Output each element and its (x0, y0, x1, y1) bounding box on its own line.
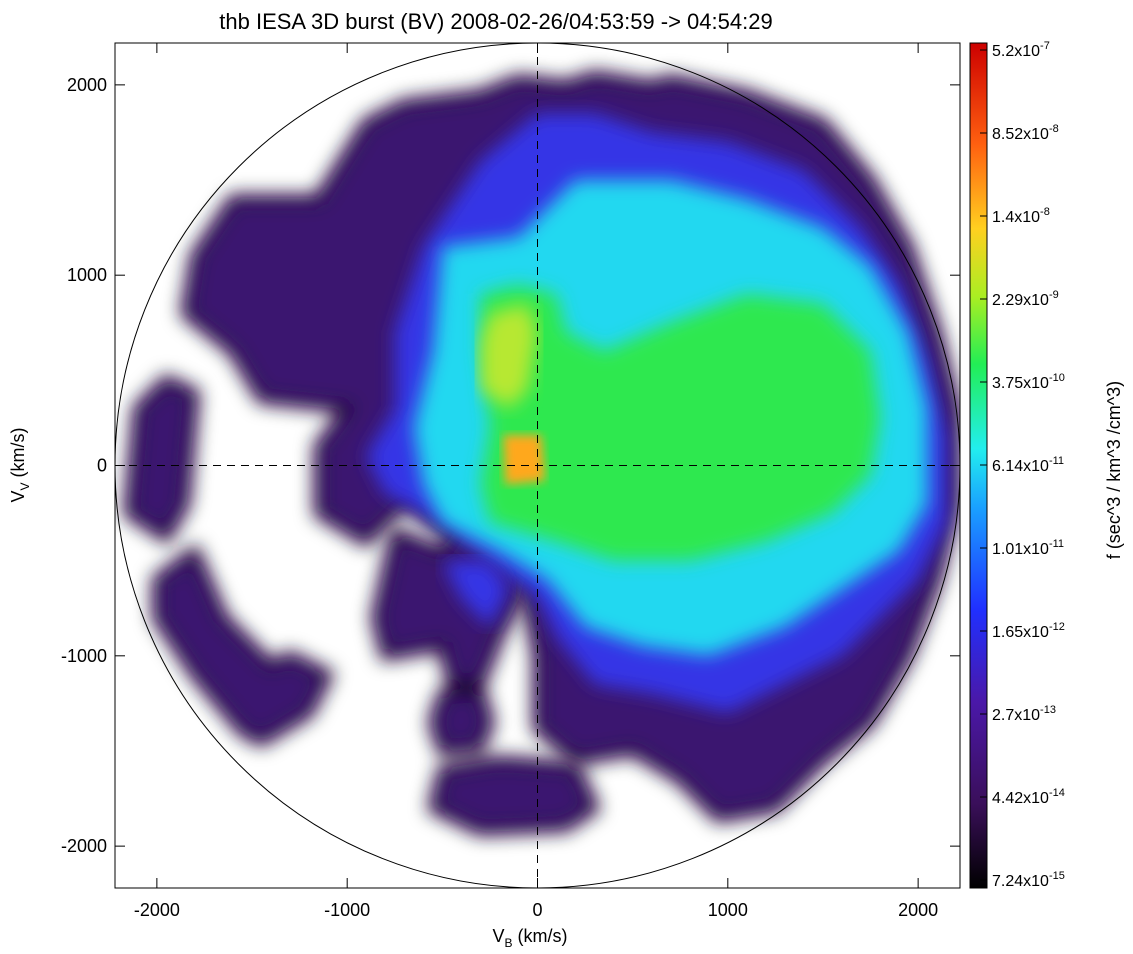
region-purple-1-shape-2 (426, 755, 601, 836)
y-tick-label: 2000 (67, 75, 107, 95)
y-tick-label: -2000 (61, 836, 107, 856)
x-axis-label: VB (km/s) (492, 926, 567, 950)
x-axis-label-unit: (km/s) (513, 926, 568, 946)
colorbar-tick-label: 1.65x10-12 (992, 621, 1065, 641)
plot-area (115, 43, 960, 888)
y-tick-label: 1000 (67, 265, 107, 285)
region-blue-3-shape-0 (442, 560, 509, 628)
y-tick-label: 0 (97, 456, 107, 476)
colorbar-tick-label: 3.75x10-10 (992, 372, 1065, 392)
x-tick-label: -1000 (324, 900, 370, 920)
region-yellowgreen-6 (480, 303, 538, 409)
y-axis-label-main: V (8, 490, 28, 502)
colorbar-tick-label: 4.42x10-14 (992, 787, 1065, 807)
x-tick-label: 1000 (708, 900, 748, 920)
region-yellowgreen-6-shape-0 (480, 303, 538, 409)
colorbar-tick-label: 2.29x10-9 (992, 289, 1059, 309)
colorbar-ticks: 5.2x10-7 8.52x10-8 1.4x10-8 2.29x10-9 3.75x1… (980, 40, 1065, 890)
region-orange-7-shape-0 (503, 435, 546, 485)
x-tick-label: 0 (532, 900, 542, 920)
axes: -2000 -1000 0 1000 2000 -2000 -1000 0 1000 2000 (61, 43, 960, 920)
region-purple-1-shape-4 (151, 543, 335, 748)
y-axis-label-sub: V (18, 482, 32, 490)
region-purple-1-shape-1 (427, 684, 496, 757)
colorbar-tick-label: 8.52x10-8 (992, 123, 1059, 143)
region-orange-7 (503, 435, 546, 485)
region-green-5 (480, 284, 881, 561)
colorbar-tick-label: 7.24x10-15 (992, 870, 1065, 890)
y-axis-label: VV (km/s) (8, 427, 32, 502)
region-purple-1-shape-3 (123, 373, 201, 545)
x-axis-label-sub: B (505, 936, 513, 950)
x-tick-label: -2000 (134, 900, 180, 920)
y-tick-label: -1000 (61, 646, 107, 666)
chart-title: thb IESA 3D burst (BV) 2008-02-26/04:53:… (219, 9, 772, 34)
colorbar-tick-label: 6.14x10-11 (992, 455, 1064, 475)
colorbar-tick-label: 1.4x10-8 (992, 206, 1050, 226)
colorbar-tick-label: 2.7x10-13 (992, 704, 1056, 724)
colorbar-tick-label: 1.01x10-11 (992, 538, 1064, 558)
colorbar-tick-label: 5.2x10-7 (992, 40, 1050, 60)
region-blue-3 (442, 560, 509, 628)
x-tick-label: 2000 (898, 900, 938, 920)
colorbar-label: f (sec^3 / km^3 /cm^3) (1104, 381, 1124, 559)
y-axis-label-unit: (km/s) (8, 427, 28, 482)
x-axis-label-main: V (492, 926, 504, 946)
region-green-5-shape-0 (480, 284, 881, 561)
